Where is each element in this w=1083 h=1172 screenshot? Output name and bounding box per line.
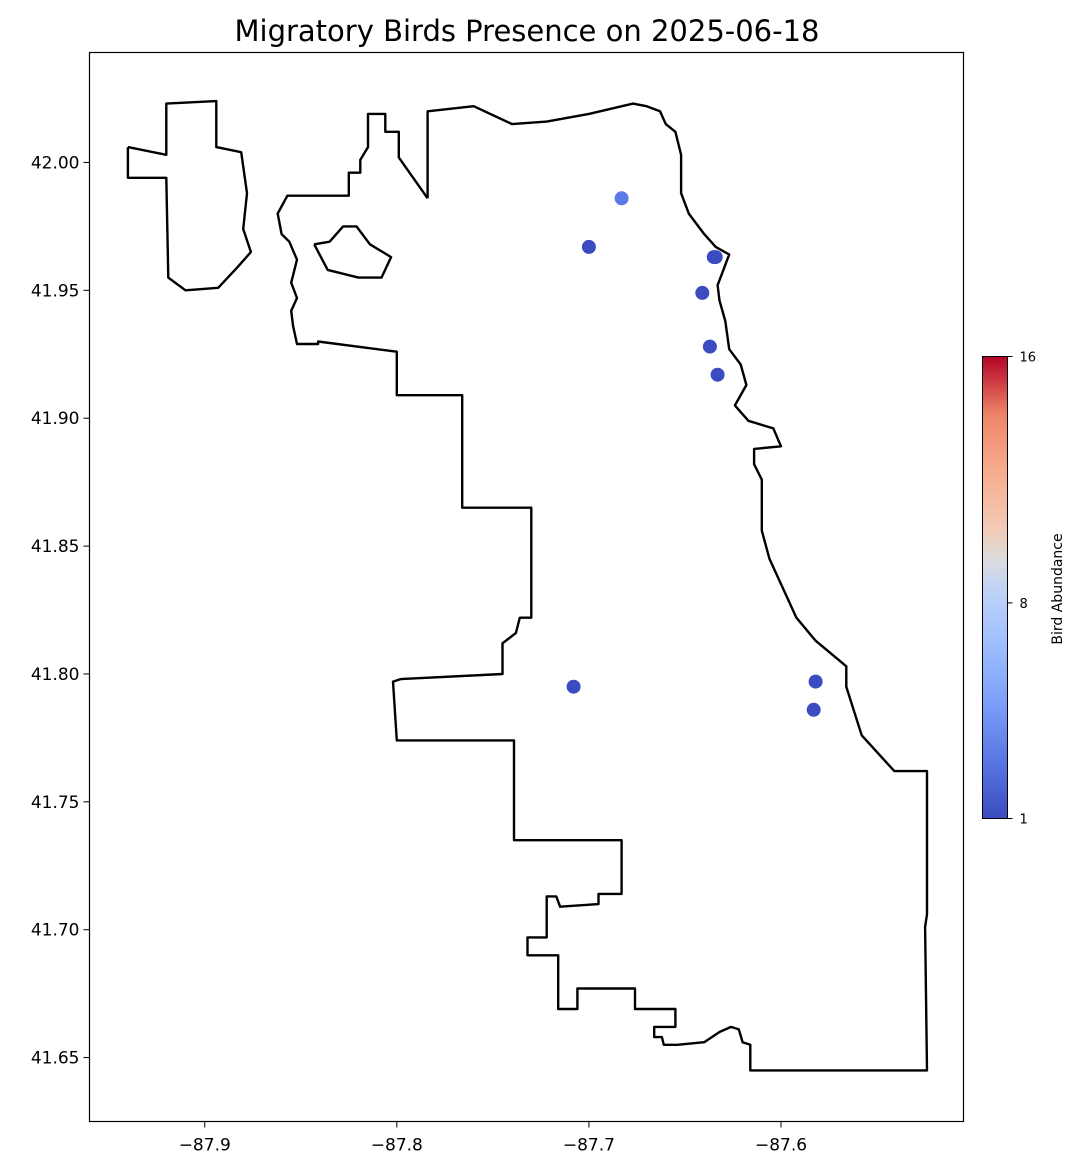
y-tick-label: 41.70: [31, 921, 80, 941]
x-axis: −87.9 −87.8 −87.7 −87.6: [179, 1121, 807, 1156]
bird-point: [808, 674, 823, 689]
bird-point: [581, 239, 596, 254]
x-tick-label: −87.9: [179, 1136, 231, 1156]
city-boundary: [126, 99, 929, 1072]
colorbar-gradient: [982, 356, 1008, 819]
plot-area-frame: [88, 51, 965, 1123]
city-boundary-northwest-lobe: [313, 225, 393, 279]
bird-point: [710, 367, 725, 382]
city-boundary-ohare-area: [126, 99, 253, 292]
y-tick-label: 41.65: [31, 1049, 80, 1069]
y-axis: 41.65 41.70 41.75 41.80 41.85 41.90 41.95 42.00: [31, 153, 90, 1069]
bird-point: [806, 702, 821, 717]
x-tick-label: −87.7: [563, 1136, 615, 1156]
x-tick-label: −87.6: [755, 1136, 807, 1156]
y-tick-label: 41.85: [31, 537, 80, 557]
colorbar-label: Bird Abundance: [1050, 533, 1066, 644]
bird-point: [695, 285, 710, 300]
city-boundary-main: [276, 102, 929, 1072]
bird-point: [702, 339, 717, 354]
bird-point: [708, 250, 723, 265]
y-tick-label: 41.75: [31, 793, 80, 813]
colorbar-tick-label: 1: [1020, 813, 1028, 828]
bird-point: [614, 191, 629, 206]
colorbar-tick-label: 8: [1020, 597, 1028, 612]
y-tick-label: 41.80: [31, 665, 80, 685]
y-tick-label: 41.90: [31, 409, 80, 429]
x-tick-label: −87.8: [371, 1136, 423, 1156]
colorbar-tick-label: 16: [1020, 351, 1037, 366]
bird-points: [566, 191, 823, 717]
y-tick-label: 41.95: [31, 281, 80, 301]
chart-title: Migratory Birds Presence on 2025-06-18: [234, 14, 819, 48]
y-tick-label: 42.00: [31, 153, 80, 173]
bird-point: [566, 679, 581, 694]
